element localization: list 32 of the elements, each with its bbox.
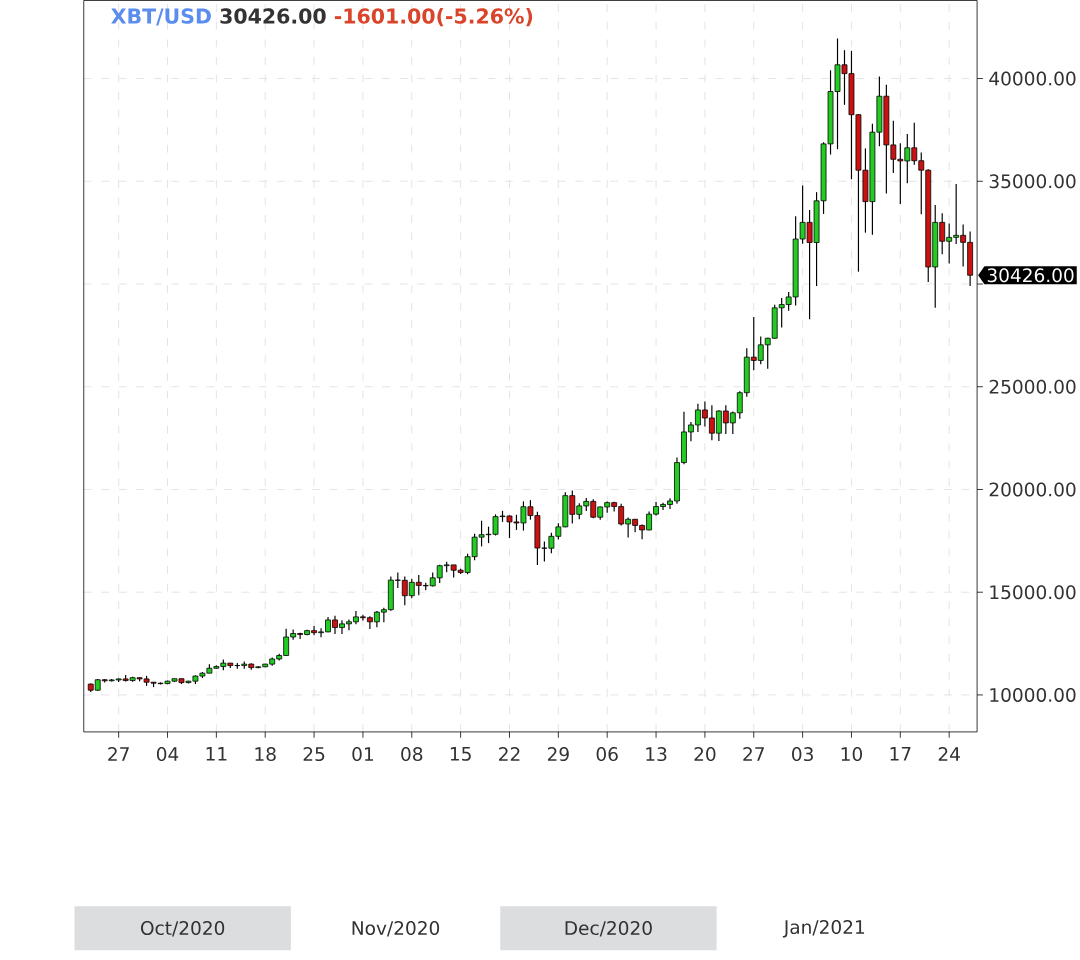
y-tick-label: 15000.00 bbox=[990, 585, 1076, 600]
text: Jan/2021 bbox=[782, 920, 865, 938]
y-tick-label: 20000.00 bbox=[989, 482, 1076, 497]
y-tick-label: 10000.00 bbox=[990, 687, 1076, 702]
x-tick-label: 08 bbox=[401, 747, 423, 762]
x-tick-label: 25 bbox=[303, 747, 325, 762]
x-tick-label: 13 bbox=[646, 747, 667, 762]
x-tick-label: 22 bbox=[499, 747, 520, 761]
x-tick-label: 27 bbox=[108, 747, 129, 761]
chart-subtitle: 30426.00 bbox=[220, 8, 326, 24]
annotation: -1601.00(-5.26%) bbox=[334, 7, 533, 27]
x-tick-label: 06 bbox=[596, 747, 618, 762]
x-tick-label: 18 bbox=[255, 747, 276, 762]
x-tick-label: 15 bbox=[450, 747, 471, 761]
x-tick-label: 29 bbox=[547, 747, 569, 762]
text: Nov/2020 bbox=[352, 921, 440, 937]
x-tick-label: 10 bbox=[841, 747, 863, 762]
x-tick-label: 03 bbox=[792, 747, 813, 762]
y-tick-label: 25000.00 bbox=[989, 379, 1076, 394]
y-tick-label: 35000.00 bbox=[989, 174, 1076, 189]
y-tick-label: 40000.00 bbox=[989, 71, 1076, 86]
x-tick-label: 11 bbox=[206, 747, 227, 761]
x-tick-label: 20 bbox=[694, 747, 716, 762]
x-tick-label: 27 bbox=[743, 747, 764, 761]
x-tick-label: 24 bbox=[938, 747, 960, 761]
x-tick-label: 01 bbox=[352, 747, 373, 762]
text: Dec/2020 bbox=[565, 921, 652, 937]
annotation: 30426.00 bbox=[987, 268, 1074, 283]
chart-title: XBT/USD bbox=[111, 8, 211, 26]
x-tick-label: 17 bbox=[890, 747, 911, 761]
x-tick-label: 04 bbox=[156, 747, 179, 762]
text: Oct/2020 bbox=[141, 921, 225, 937]
